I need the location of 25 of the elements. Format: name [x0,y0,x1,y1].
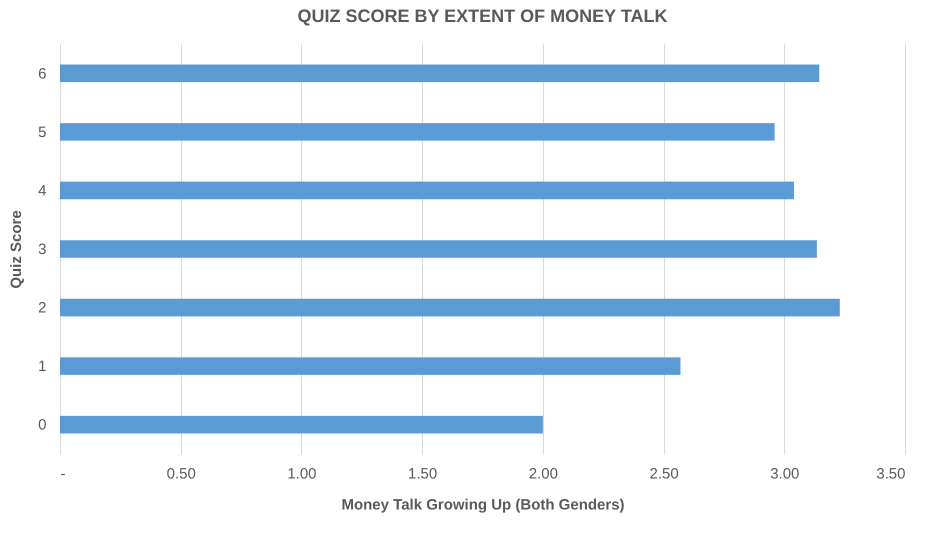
chart-title: QUIZ SCORE BY EXTENT OF MONEY TALK [297,6,668,26]
x-tick-label: 2.00 [528,466,558,482]
x-tick-label: 1.50 [408,466,438,482]
bar [60,416,543,434]
y-tick-label: 6 [38,65,46,82]
x-tick-label: 2.50 [649,466,679,482]
y-axis-title: Quiz Score [8,210,26,289]
y-tick-label: 5 [38,124,46,141]
x-tick-label: 3.50 [876,466,906,482]
x-tick-label: - [60,466,66,482]
x-tick-label: 1.00 [287,466,317,482]
bar [60,123,775,141]
y-tick-label: 4 [38,182,46,200]
x-tick-label: 0.50 [166,466,196,482]
bar [60,357,680,375]
y-tick-label: 3 [38,241,46,258]
bar [60,182,794,200]
bar [60,298,840,316]
y-tick-label: 1 [38,358,46,376]
bar [60,64,820,82]
y-tick-label: 0 [38,416,46,434]
bar [60,240,817,258]
x-tick-label: 3.00 [770,466,800,482]
x-axis-title: Money Talk Growing Up (Both Genders) [341,496,625,514]
y-tick-label: 2 [38,300,46,317]
